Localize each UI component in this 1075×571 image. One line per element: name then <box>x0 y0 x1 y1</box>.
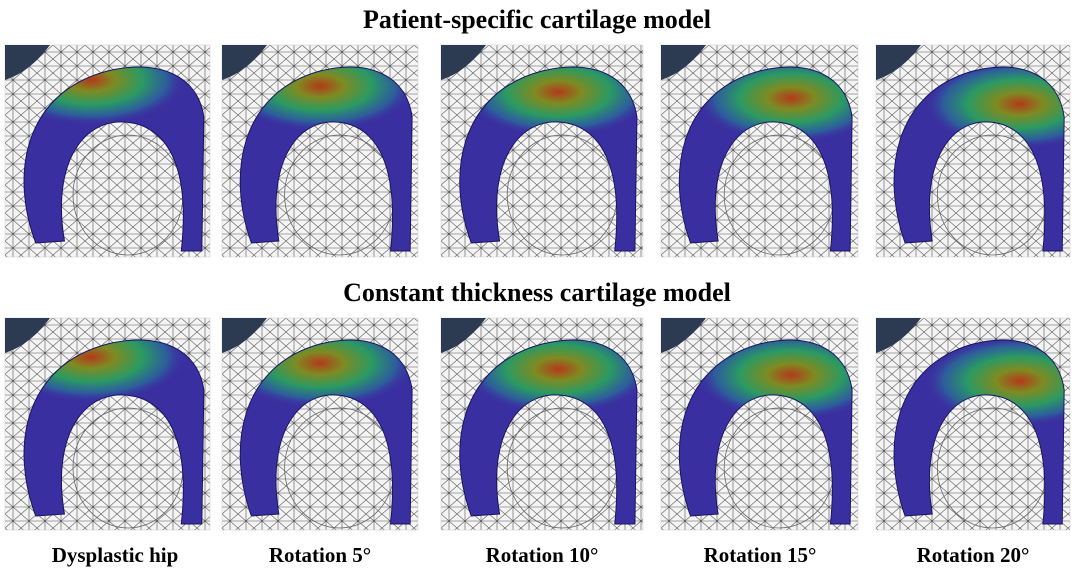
femoral-head <box>937 135 1047 255</box>
panel <box>441 45 653 257</box>
row-title: Patient-specific cartilage model <box>363 5 711 34</box>
panel <box>441 318 653 530</box>
femoral-head <box>73 135 183 255</box>
column-label: Rotation 10° <box>486 543 599 567</box>
femoral-head <box>507 135 617 255</box>
column-label: Rotation 15° <box>704 543 817 567</box>
panel <box>222 318 418 530</box>
panel <box>0 35 210 257</box>
row-title: Constant thickness cartilage model <box>343 278 731 307</box>
femoral-head <box>285 408 395 528</box>
femoral-head <box>73 408 183 528</box>
column-label: Rotation 20° <box>917 543 1030 567</box>
femoral-head <box>285 135 395 255</box>
femoral-head <box>937 408 1047 528</box>
column-label: Dysplastic hip <box>52 543 179 567</box>
panel <box>0 312 210 530</box>
femoral-head <box>507 408 617 528</box>
femoral-head <box>724 408 834 528</box>
panel <box>661 45 886 257</box>
panel <box>661 318 886 530</box>
column-label: Rotation 5° <box>269 543 371 567</box>
figure: Patient-specific cartilage model Constan… <box>0 0 1075 571</box>
panel <box>876 318 1075 530</box>
panel <box>876 45 1075 257</box>
panel <box>222 41 418 257</box>
femoral-head <box>724 135 834 255</box>
